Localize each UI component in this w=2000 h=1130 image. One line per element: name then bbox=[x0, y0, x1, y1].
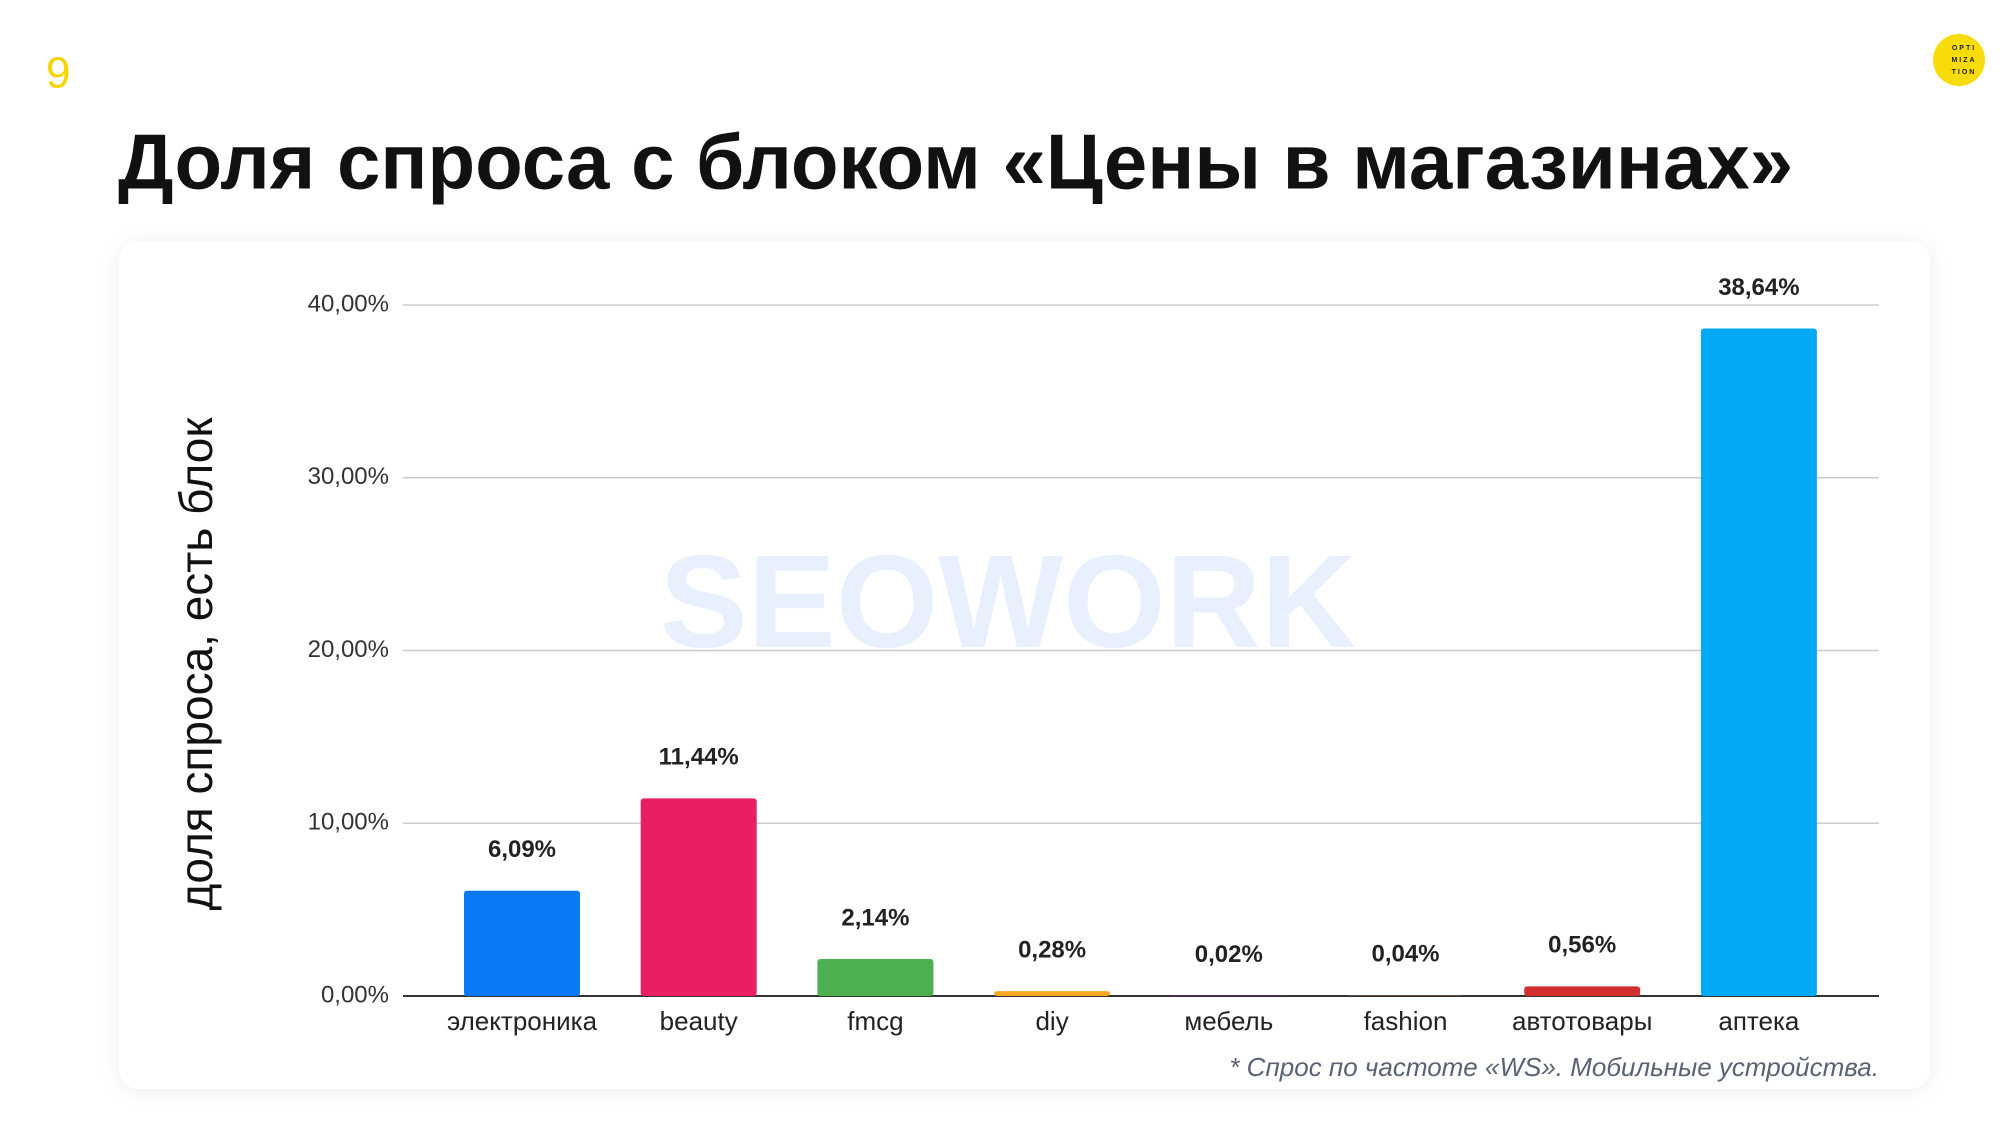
data-label: 2,14% bbox=[841, 904, 909, 931]
bar bbox=[1524, 986, 1640, 996]
footnote: * Спрос по частоте «WS». Мобильные устро… bbox=[1229, 1052, 1879, 1082]
y-tick-label: 30,00% bbox=[308, 463, 389, 490]
data-label: 0,56% bbox=[1548, 932, 1616, 959]
y-tick-label: 20,00% bbox=[308, 636, 389, 663]
x-tick-label: beauty bbox=[660, 1006, 738, 1036]
x-tick-label: аптека bbox=[1718, 1006, 1800, 1036]
x-tick-label: fashion bbox=[1364, 1006, 1448, 1036]
bar bbox=[1701, 328, 1817, 996]
bar bbox=[641, 798, 757, 996]
y-axis-title: доля спроса, есть блок bbox=[170, 417, 222, 911]
title: Доля спроса с блоком «Цены в магазинах» bbox=[118, 118, 1793, 206]
x-tick-label: автотовары bbox=[1512, 1006, 1652, 1036]
data-label: 0,02% bbox=[1195, 941, 1263, 968]
x-tick-label: fmcg bbox=[847, 1006, 903, 1036]
data-label: 0,28% bbox=[1018, 937, 1086, 964]
y-tick-label: 40,00% bbox=[308, 290, 389, 317]
watermark: SEOWORK bbox=[660, 528, 1357, 675]
data-label: 0,04% bbox=[1371, 941, 1439, 968]
data-label: 11,44% bbox=[659, 744, 739, 771]
bar bbox=[464, 891, 580, 996]
page-number: 9 bbox=[46, 49, 70, 98]
x-tick-label: мебель bbox=[1184, 1006, 1273, 1036]
logo-text: TION bbox=[1952, 69, 1977, 76]
x-tick-label: diy bbox=[1035, 1006, 1068, 1036]
y-tick-label: 10,00% bbox=[308, 809, 389, 836]
data-label: 38,64% bbox=[1718, 274, 1799, 301]
x-tick-label: электроника bbox=[447, 1006, 598, 1036]
logo-text: OPTI bbox=[1952, 45, 1976, 52]
bar bbox=[1348, 995, 1464, 996]
logo-text: MIZA bbox=[1951, 57, 1976, 64]
bar bbox=[994, 991, 1110, 996]
data-label: 6,09% bbox=[488, 836, 556, 863]
y-tick-label: 0,00% bbox=[321, 981, 389, 1008]
bar bbox=[817, 959, 933, 996]
